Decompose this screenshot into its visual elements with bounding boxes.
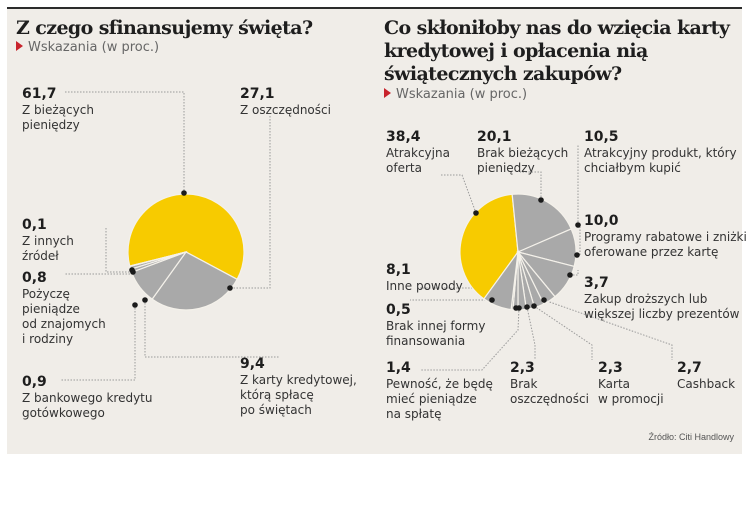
leader-dot xyxy=(541,297,547,303)
leader-dot xyxy=(473,210,479,216)
label-value: 3,7 xyxy=(584,275,609,291)
label-0-5: 0,5 Brak innej formy finansowania xyxy=(386,302,485,349)
label-value: 9,4 xyxy=(240,356,265,372)
leader-dot xyxy=(129,267,135,273)
label-text: Z bankowego kredytu gotówkowego xyxy=(22,391,153,420)
leader-dot xyxy=(567,272,573,278)
triangle-marker-icon xyxy=(384,88,391,98)
leader-line xyxy=(520,171,542,200)
right-chart-title: Co skłoniłoby nas do wzięcia karty kredy… xyxy=(384,17,730,86)
label-value: 1,4 xyxy=(386,360,411,376)
label-61-7: 61,7 Z bieżących pieniędzy xyxy=(22,86,94,133)
right-title-line-3: świątecznych zakupów? xyxy=(384,63,622,85)
right-title-line-2: kredytowej i opłacenia nią xyxy=(384,40,648,62)
leader-dot xyxy=(524,304,530,310)
leader-dot xyxy=(181,190,187,196)
label-0-1: 0,1 Z innych źródeł xyxy=(22,217,74,264)
label-2-3-brak: 2,3 Brak oszczędności xyxy=(510,360,589,407)
label-value: 2,3 xyxy=(598,360,623,376)
label-text: Z oszczędności xyxy=(240,103,331,117)
triangle-marker-icon xyxy=(16,41,23,51)
label-text: Inne powody xyxy=(386,279,463,293)
leader-dot xyxy=(142,297,148,303)
right-subtitle-text: Wskazania (w proc.) xyxy=(396,87,528,102)
leader-line xyxy=(440,174,477,214)
label-value: 61,7 xyxy=(22,86,57,102)
leader-dot xyxy=(513,305,519,311)
label-value: 10,0 xyxy=(584,213,619,229)
label-10-5: 10,5 Atrakcyjny produkt, który chciałbym … xyxy=(584,129,737,176)
label-value: 0,1 xyxy=(22,217,47,233)
leader-line xyxy=(144,300,280,358)
left-chart-title: Z czego sfinansujemy święta? xyxy=(16,17,313,39)
label-value: 2,3 xyxy=(510,360,535,376)
label-38-4: 38,4 Atrakcyjna oferta xyxy=(386,129,450,176)
label-text: Brak innej formy finansowania xyxy=(386,319,486,348)
leader-dot xyxy=(489,297,495,303)
label-text: Karta w promocji xyxy=(598,377,664,406)
leader-dot xyxy=(574,252,580,258)
label-value: 38,4 xyxy=(386,129,421,145)
label-10-0: 10,0 Programy rabatowe i zniżki oferowane… xyxy=(584,213,747,260)
label-value: 27,1 xyxy=(240,86,275,102)
label-0-8: 0,8 Pożyczę pieniądze od znajomych i rodz… xyxy=(22,270,106,347)
label-text: Brak bieżących pieniędzy xyxy=(477,146,569,175)
leader-line xyxy=(577,225,581,256)
label-value: 0,5 xyxy=(386,302,411,318)
leader-dot xyxy=(575,222,581,228)
label-value: 0,8 xyxy=(22,270,47,286)
source-note: Źródło: Citi Handlowy xyxy=(648,432,734,442)
label-text: Brak oszczędności xyxy=(510,377,589,406)
label-text: Z karty kredytowej, którą spłacę po świę… xyxy=(240,373,357,417)
label-8-1: 8,1 Inne powody xyxy=(386,262,463,294)
label-text: Pewność, że będę mieć pieniądze na spłat… xyxy=(386,377,493,421)
leader-dot xyxy=(538,197,544,203)
leader-dot xyxy=(227,285,233,291)
leader-dot xyxy=(531,303,537,309)
label-3-7: 3,7 Zakup droższych lub większej liczby p… xyxy=(584,275,739,322)
label-2-7: 2,7 Cashback xyxy=(677,360,735,392)
label-text: Z bieżących pieniędzy xyxy=(22,103,94,132)
infographic-panel xyxy=(7,7,742,454)
leader-dot xyxy=(132,302,138,308)
label-value: 20,1 xyxy=(477,129,512,145)
label-text: Atrakcyjna oferta xyxy=(386,146,450,175)
leader-line xyxy=(65,91,185,193)
leader-line xyxy=(420,307,520,371)
right-title-line-1: Co skłoniłoby nas do wzięcia karty xyxy=(384,17,730,39)
right-chart-subtitle: Wskazania (w proc.) xyxy=(384,87,527,103)
label-9-4: 9,4 Z karty kredytowej, którą spłacę po ś… xyxy=(240,356,357,418)
left-subtitle-text: Wskazania (w proc.) xyxy=(28,40,160,55)
label-text: Z innych źródeł xyxy=(22,234,74,263)
leader-line xyxy=(230,116,271,289)
pie-slice-right-0 xyxy=(459,193,519,300)
leader-line xyxy=(533,305,593,360)
label-27-1: 27,1 Z oszczędności xyxy=(240,86,331,118)
label-text: Pożyczę pieniądze od znajomych i rodziny xyxy=(22,287,106,346)
leader-line xyxy=(526,306,536,360)
label-2-3-karta: 2,3 Karta w promocji xyxy=(598,360,664,407)
pie-slice-left-1 xyxy=(151,251,238,311)
pie-slice-right-10 xyxy=(483,249,519,311)
label-0-9: 0,9 Z bankowego kredytu gotówkowego xyxy=(22,374,152,421)
pie-slice-left-0 xyxy=(127,193,245,281)
left-chart-subtitle: Wskazania (w proc.) xyxy=(16,40,159,56)
label-20-1: 20,1 Brak bieżących pieniędzy xyxy=(477,129,568,176)
leader-line xyxy=(543,299,673,360)
label-text: Cashback xyxy=(677,377,736,391)
label-text: Programy rabatowe i zniżki oferowane prz… xyxy=(584,230,747,259)
label-value: 10,5 xyxy=(584,129,619,145)
label-value: 8,1 xyxy=(386,262,411,278)
label-value: 2,7 xyxy=(677,360,702,376)
label-text: Atrakcyjny produkt, który chciałbym kupi… xyxy=(584,146,737,175)
leader-line xyxy=(60,305,136,381)
pie-slice-right-1 xyxy=(511,193,573,253)
pie-slice-left-5 xyxy=(128,251,187,268)
label-1-4: 1,4 Pewność, że będę mieć pieniądze na sp… xyxy=(386,360,493,422)
label-value: 0,9 xyxy=(22,374,47,390)
label-text: Zakup droższych lub większej liczby prez… xyxy=(584,292,740,321)
